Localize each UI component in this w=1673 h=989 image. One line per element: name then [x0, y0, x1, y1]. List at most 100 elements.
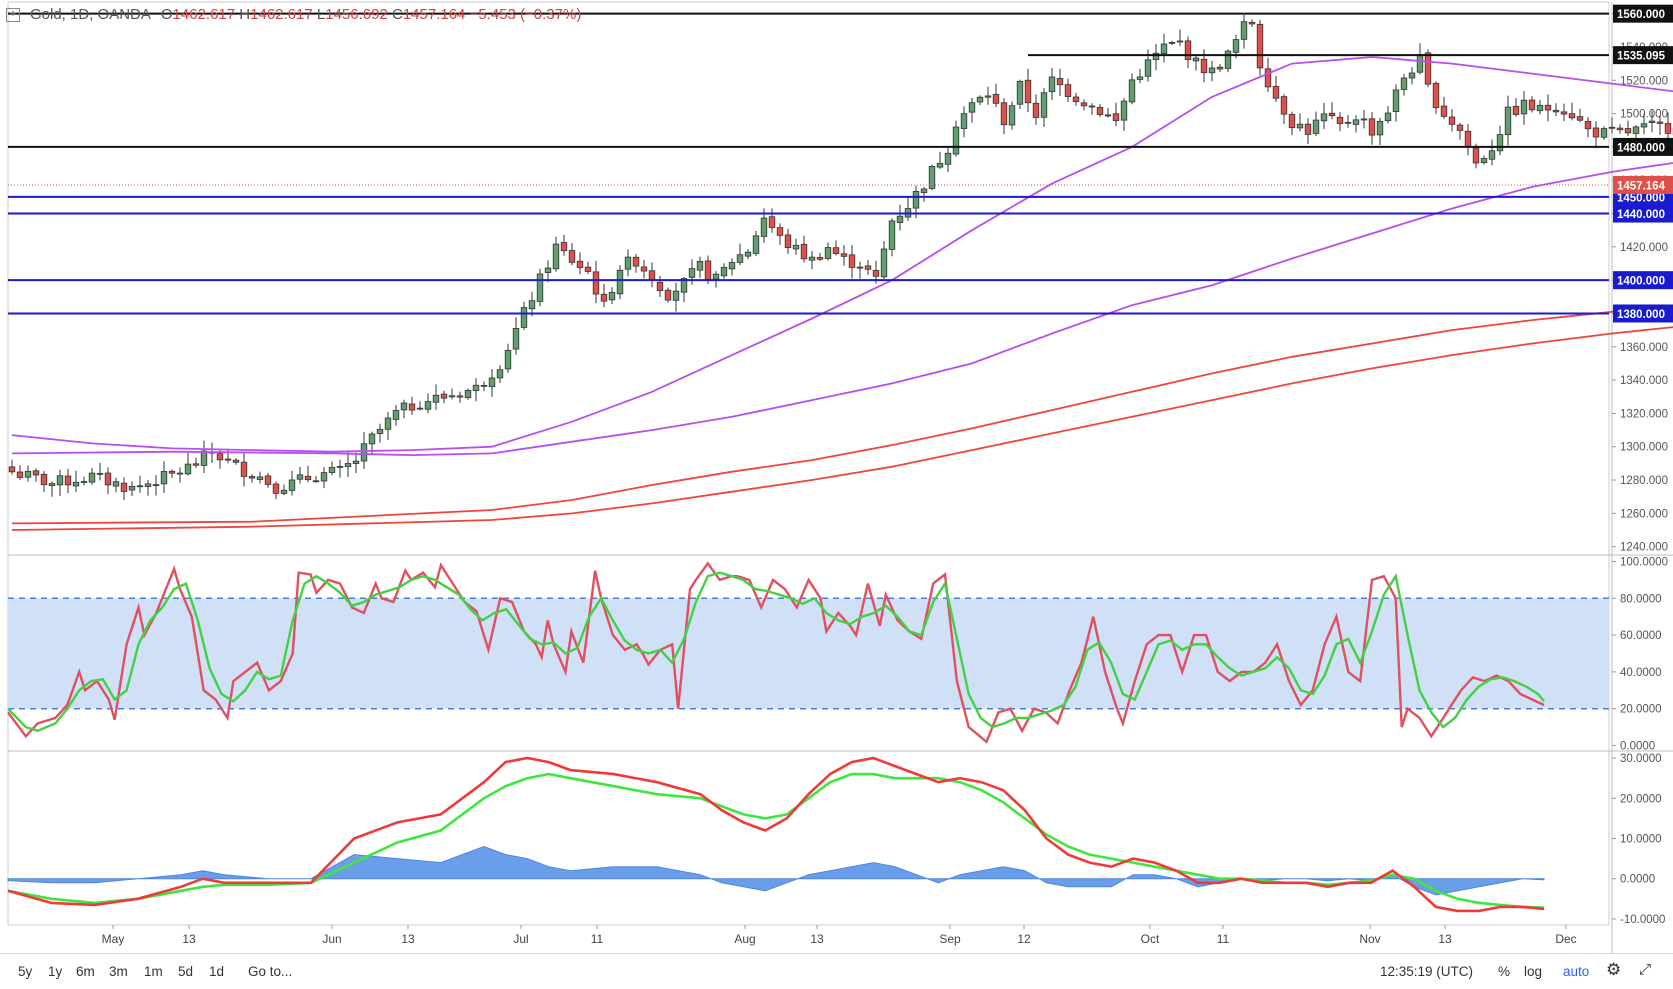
candle-body — [600, 293, 608, 302]
candle-body — [1008, 105, 1016, 126]
expand-legend-icon[interactable]: + — [6, 7, 20, 22]
open-label: O — [160, 6, 173, 23]
macd-signal-line — [7, 772, 1545, 909]
candle-body — [1544, 104, 1552, 111]
moving-average-line — [11, 326, 1673, 531]
stochastic-tick-label: 0.0000 — [1620, 740, 1655, 752]
candle-body — [1328, 112, 1336, 117]
candle-body — [512, 328, 520, 350]
candle-body — [440, 393, 448, 399]
candle-body — [1648, 120, 1656, 123]
timeframe-1m[interactable]: 1m — [144, 964, 163, 979]
timeframe-1d[interactable]: 1d — [209, 964, 225, 979]
time-axis-label: May — [102, 932, 125, 946]
candle-body — [1288, 114, 1296, 129]
candle-body — [560, 242, 568, 252]
auto-toggle[interactable]: auto — [1563, 964, 1590, 979]
candle-body — [872, 269, 880, 277]
candle-body — [800, 243, 808, 260]
candle-body — [792, 244, 800, 250]
candle-body — [112, 481, 120, 487]
candle-body — [736, 254, 744, 263]
candle-body — [376, 428, 384, 434]
candle-body — [200, 450, 208, 466]
candle-body — [1256, 23, 1264, 69]
stochastic-tick-label: 80.0000 — [1620, 593, 1662, 605]
percent-toggle[interactable]: % — [1498, 964, 1511, 979]
candle-body — [1032, 102, 1040, 118]
chart-canvas[interactable]: 1560.0001540.0001520.0001500.0001480.000… — [0, 0, 1673, 953]
candle-body — [328, 467, 336, 473]
candle-body — [264, 475, 272, 485]
candle-body — [1472, 147, 1480, 164]
time-axis-label: Oct — [1141, 932, 1160, 946]
high-label: H — [239, 6, 251, 23]
candle-body — [1456, 124, 1464, 131]
candle-body — [1656, 121, 1664, 124]
candle-body — [16, 471, 24, 478]
candle-body — [1584, 121, 1592, 130]
macd-tick-label: 0.0000 — [1620, 874, 1655, 886]
candle-body — [1184, 40, 1192, 60]
candle-body — [8, 466, 16, 473]
candle-body — [168, 470, 176, 474]
candle-body — [592, 271, 600, 295]
timeframe-6m[interactable]: 6m — [76, 964, 95, 979]
moving-average-line — [11, 304, 1673, 525]
candle-body — [880, 248, 888, 278]
candle-body — [928, 166, 936, 189]
level-label-box — [1613, 271, 1673, 290]
candle-body — [232, 459, 240, 463]
candle-body — [832, 247, 840, 254]
candle-body — [856, 266, 864, 269]
timeframe-5y[interactable]: 5y — [18, 964, 33, 979]
candle-body — [184, 463, 192, 475]
candle-body — [1336, 116, 1344, 124]
price-tick-label: 1320.000 — [1620, 408, 1668, 420]
fullscreen-icon[interactable]: ⤢ — [1639, 961, 1652, 978]
candle-body — [552, 243, 560, 270]
stochastic-line — [7, 571, 1545, 733]
candle-body — [648, 270, 656, 282]
level-label-box — [1613, 204, 1673, 223]
low-value: 1456.692 — [325, 6, 388, 23]
clock-time[interactable]: 12:35:19 (UTC) — [1380, 964, 1474, 979]
timeframe-1y[interactable]: 1y — [48, 964, 63, 979]
candle-body — [1016, 80, 1024, 105]
candle-body — [640, 266, 648, 272]
candle-body — [1488, 150, 1496, 160]
timeframe-3m[interactable]: 3m — [109, 964, 128, 979]
candle-body — [352, 460, 360, 464]
stochastic-tick-label: 40.0000 — [1620, 667, 1662, 679]
candle-body — [256, 476, 264, 480]
candle-body — [136, 485, 144, 488]
moving-average-line — [11, 162, 1673, 457]
candle-body — [392, 410, 400, 420]
candle-body — [1512, 105, 1520, 115]
time-axis-label: Aug — [734, 932, 755, 946]
symbol-title[interactable]: Gold, 1D, OANDA — [30, 6, 151, 23]
candle-body — [312, 480, 320, 483]
stochastic-line — [7, 561, 1545, 744]
candle-body — [1104, 114, 1112, 117]
gear-icon[interactable]: ⚙ — [1606, 960, 1622, 979]
candle-body — [816, 257, 824, 260]
level-label-box — [1613, 304, 1673, 323]
timeframe-5d[interactable]: 5d — [178, 964, 194, 979]
time-axis-label: 13 — [810, 932, 824, 946]
candle-body — [760, 217, 768, 237]
candle-body — [992, 93, 1000, 104]
candle-body — [728, 262, 736, 270]
goto-button[interactable]: Go to... — [248, 964, 293, 979]
candle-body — [984, 95, 992, 98]
candle-body — [1616, 127, 1624, 131]
log-toggle[interactable]: log — [1524, 964, 1543, 979]
price-tick-label: 1240.000 — [1620, 542, 1668, 554]
candle-body — [520, 307, 528, 328]
candle-body — [384, 417, 392, 430]
candle-body — [224, 458, 232, 461]
candle-body — [944, 152, 952, 165]
candle-body — [1120, 100, 1128, 121]
candle-body — [72, 481, 80, 487]
